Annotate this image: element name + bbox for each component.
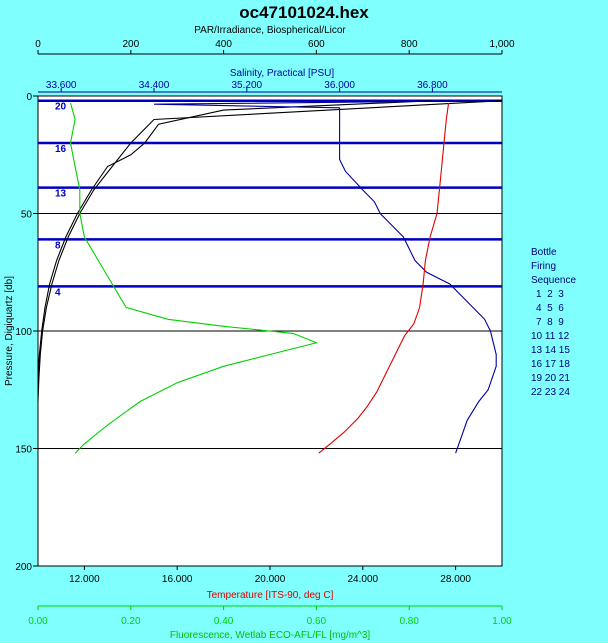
bottle-firing-label: 13 <box>55 189 67 200</box>
bottle-firing-label: 8 <box>55 240 61 251</box>
temperature-tick-label: 16.000 <box>162 574 193 585</box>
par-tick-label: 400 <box>215 39 232 50</box>
salinity-tick-label: 34.400 <box>139 80 170 91</box>
salinity-tick-label: 36.800 <box>417 80 448 91</box>
par-line <box>37 100 503 402</box>
fluorescence-tick-label: 0.80 <box>399 616 419 627</box>
fluorescence-tick-label: 1.00 <box>492 616 512 627</box>
legend-row: 13 14 15 <box>531 345 570 356</box>
pressure-axis: 0 50 100 150 200 <box>15 92 38 573</box>
par-axis: 0 200 400 600 800 1,000 <box>35 39 515 55</box>
par-tick-label: 800 <box>401 39 418 50</box>
legend-row: 22 23 24 <box>531 387 570 398</box>
y-tick-label: 50 <box>21 210 33 221</box>
legend-row: 7 8 9 <box>536 317 564 328</box>
legend-title-line: Sequence <box>531 275 576 286</box>
bottle-firing-legend: Bottle Firing Sequence 1 2 3 4 5 6 7 8 9… <box>531 247 576 398</box>
salinity-axis: 33.600 34.400 35.200 36.000 36.800 <box>38 80 502 93</box>
fluorescence-axis: 0.00 0.20 0.40 0.60 0.80 1.00 <box>28 605 512 627</box>
legend-row: 4 5 6 <box>536 303 564 314</box>
temperature-tick-label: 28.000 <box>440 574 471 585</box>
salinity-line <box>153 100 497 454</box>
temperature-tick-label: 12.000 <box>69 574 100 585</box>
par-tick-label: 600 <box>308 39 325 50</box>
par-axis-label: PAR/Irradiance, Biospherical/Licor <box>194 25 346 36</box>
temperature-line <box>318 102 450 454</box>
salinity-tick-label: 36.000 <box>324 80 355 91</box>
legend-row: 10 11 12 <box>531 331 570 342</box>
legend-row: 19 20 21 <box>531 373 570 384</box>
y-tick-label: 150 <box>15 445 32 456</box>
temperature-axis: 12.000 16.000 20.000 24.000 28.000 <box>69 566 471 585</box>
bottle-firing-label: 16 <box>55 144 67 155</box>
temperature-axis-label: Temperature [ITS-90, deg C] <box>207 590 334 601</box>
bottle-firing-lines: 20 16 13 8 4 <box>38 99 502 298</box>
par-tick-label: 1,000 <box>489 39 514 50</box>
data-series <box>37 100 503 454</box>
legend-row: 16 17 18 <box>531 359 570 370</box>
chart-title: oc47101024.hex <box>239 3 369 22</box>
par-tick-label: 200 <box>122 39 139 50</box>
temperature-tick-label: 24.000 <box>348 574 379 585</box>
y-tick-label: 100 <box>15 327 32 338</box>
fluorescence-axis-label: Fluorescence, Wetlab ECO-AFL/FL [mg/m^3] <box>170 630 371 641</box>
legend-row: 1 2 3 <box>536 289 564 300</box>
salinity-axis-label: Salinity, Practical [PSU] <box>230 68 335 79</box>
fluorescence-tick-label: 0.20 <box>121 616 141 627</box>
legend-title-line: Firing <box>531 261 556 272</box>
temperature-tick-label: 20.000 <box>255 574 286 585</box>
pressure-axis-label: Pressure, Digiquartz [db] <box>4 276 15 386</box>
y-tick-label: 0 <box>26 92 32 103</box>
par-tick-label: 0 <box>35 39 41 50</box>
fluorescence-tick-label: 0.60 <box>307 616 327 627</box>
salinity-tick-label: 35.200 <box>232 80 263 91</box>
fluorescence-tick-label: 0.40 <box>214 616 234 627</box>
y-tick-label: 200 <box>15 562 32 573</box>
bottle-firing-label: 4 <box>55 287 61 298</box>
legend-title-line: Bottle <box>531 247 557 258</box>
bottle-firing-label: 20 <box>55 102 67 113</box>
fluorescence-tick-label: 0.00 <box>28 616 48 627</box>
salinity-tick-label: 33.600 <box>46 80 77 91</box>
par-line <box>37 100 433 379</box>
fluorescence-line <box>69 102 319 454</box>
